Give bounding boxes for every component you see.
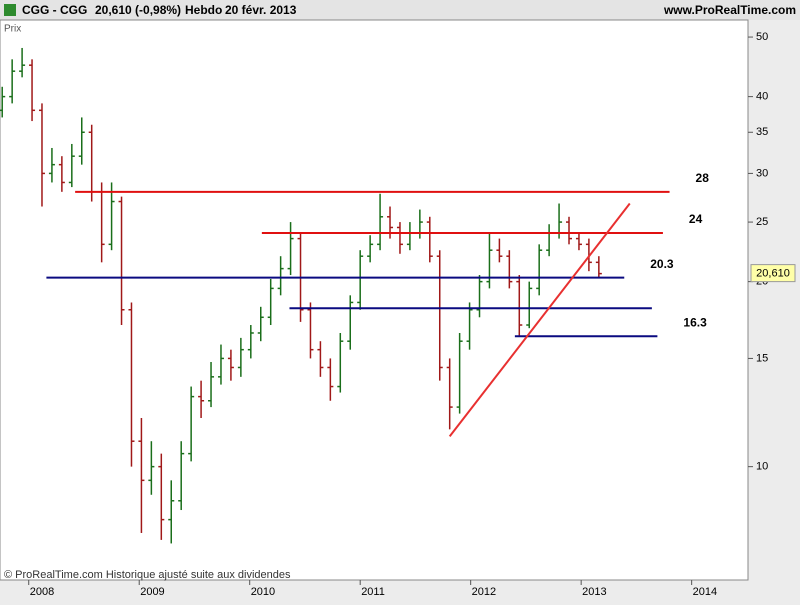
y-tick-label: 10	[756, 461, 768, 473]
quote: 20,610 (-0,98%)	[95, 3, 181, 17]
last-price-label: 20,610	[756, 268, 790, 280]
x-tick-label: 2013	[582, 586, 606, 598]
level-label: 20.3	[650, 257, 674, 271]
x-tick-label: 2012	[472, 586, 496, 598]
x-tick-label: 2008	[30, 586, 54, 598]
x-tick-label: 2009	[140, 586, 164, 598]
level-label: 16.3	[683, 315, 707, 329]
date: 20 févr. 2013	[225, 3, 297, 17]
plot-area	[0, 19, 749, 581]
header-bar	[0, 0, 800, 20]
site: www.ProRealTime.com	[663, 3, 796, 17]
x-tick-label: 2011	[361, 586, 385, 598]
y-tick-label: 50	[756, 31, 768, 43]
y-tick-label: 40	[756, 91, 768, 103]
x-tick-label: 2010	[251, 586, 275, 598]
symbol: CGG - CGG	[22, 3, 87, 17]
footer: © ProRealTime.com Historique ajusté suit…	[4, 569, 291, 581]
y-tick-label: 35	[756, 126, 768, 138]
level-label: 28	[696, 171, 710, 185]
y-tick-label: 25	[756, 216, 768, 228]
level-label: 24	[689, 212, 703, 226]
trendline	[448, 202, 631, 438]
last-price-box	[750, 264, 796, 283]
period: Hebdo	[185, 3, 222, 17]
y-tick-label: 30	[756, 167, 768, 179]
y-tick-label: 15	[756, 352, 768, 364]
logo	[4, 4, 16, 16]
y-label: Prix	[4, 24, 21, 35]
x-tick-label: 2014	[693, 586, 717, 598]
